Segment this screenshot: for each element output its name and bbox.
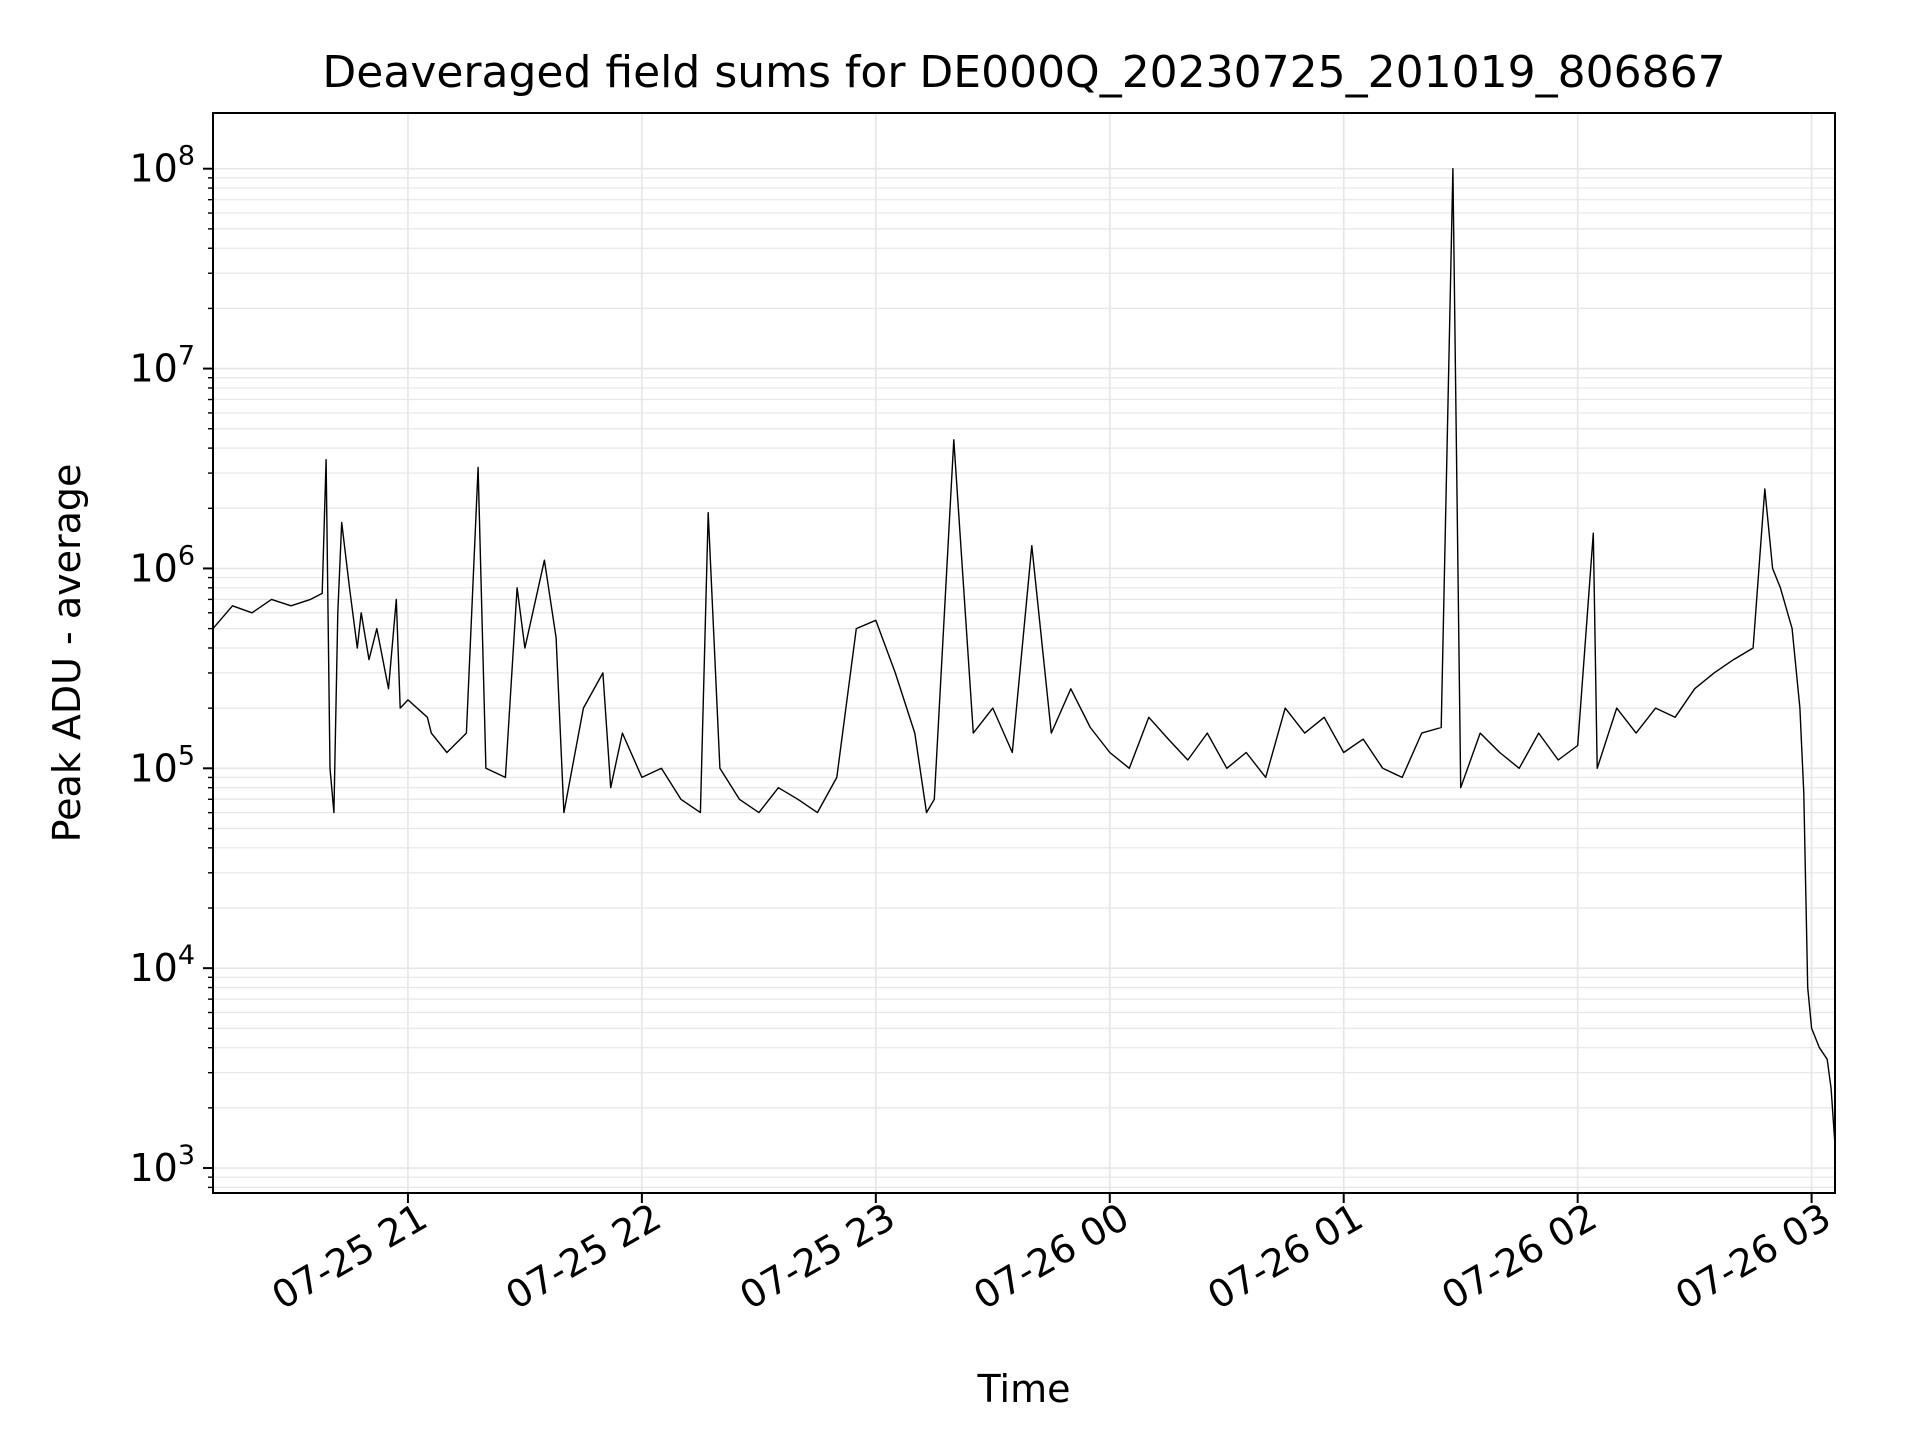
y-axis: 103 104 105 106 107 108 bbox=[129, 141, 213, 1190]
y-tick-label: 103 bbox=[129, 1140, 195, 1190]
chart-title: Deaveraged field sums for DE000Q_2023072… bbox=[322, 47, 1725, 98]
series-line bbox=[212, 168, 1836, 1146]
series-layer bbox=[212, 168, 1836, 1146]
y-tick-label: 104 bbox=[129, 940, 195, 990]
y-tick-label: 106 bbox=[129, 540, 195, 590]
x-axis-label: Time bbox=[977, 1367, 1071, 1411]
y-tick-label: 107 bbox=[129, 341, 195, 391]
y-tick-label: 105 bbox=[129, 740, 195, 790]
y-axis-label: Peak ADU - average bbox=[45, 464, 89, 843]
y-tick-label: 108 bbox=[129, 141, 195, 191]
plot-frame bbox=[212, 112, 1836, 1194]
grid bbox=[213, 113, 1835, 1193]
